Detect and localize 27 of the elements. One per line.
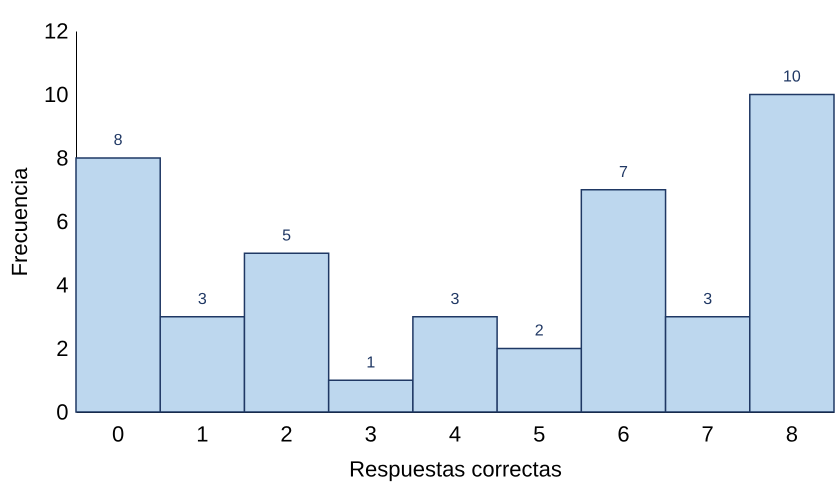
x-tick-label: 2 [280, 422, 293, 446]
data-label: 3 [703, 290, 712, 308]
data-label: 10 [782, 68, 801, 86]
data-label: 1 [366, 354, 376, 372]
y-tick-label: 6 [56, 209, 68, 234]
y-tick-label: 8 [56, 146, 68, 170]
x-tick-label: 3 [364, 422, 377, 446]
x-tick-label: 4 [448, 422, 462, 446]
data-label: 8 [114, 132, 123, 149]
y-tick-label: 10 [44, 82, 68, 107]
data-label: 5 [282, 227, 292, 244]
x-tick-label: 6 [617, 422, 630, 446]
x-tick-label: 0 [112, 422, 124, 446]
y-tick-label: 0 [56, 400, 68, 424]
y-tick-label: 2 [56, 336, 68, 361]
data-label: 3 [450, 290, 460, 308]
x-axis-title: Respuestas correctas [349, 456, 562, 482]
data-label: 2 [534, 322, 544, 340]
y-tick-label: 12 [44, 18, 68, 44]
y-tick-label: 4 [56, 272, 68, 298]
x-tick-label: 8 [786, 422, 798, 446]
data-label: 7 [618, 164, 628, 181]
y-axis-title: Frecuencia [7, 166, 32, 276]
x-tick-label: 5 [533, 422, 546, 446]
x-tick-label: 7 [702, 422, 714, 446]
data-label: 3 [198, 290, 207, 308]
x-tick-label: 1 [196, 422, 208, 446]
